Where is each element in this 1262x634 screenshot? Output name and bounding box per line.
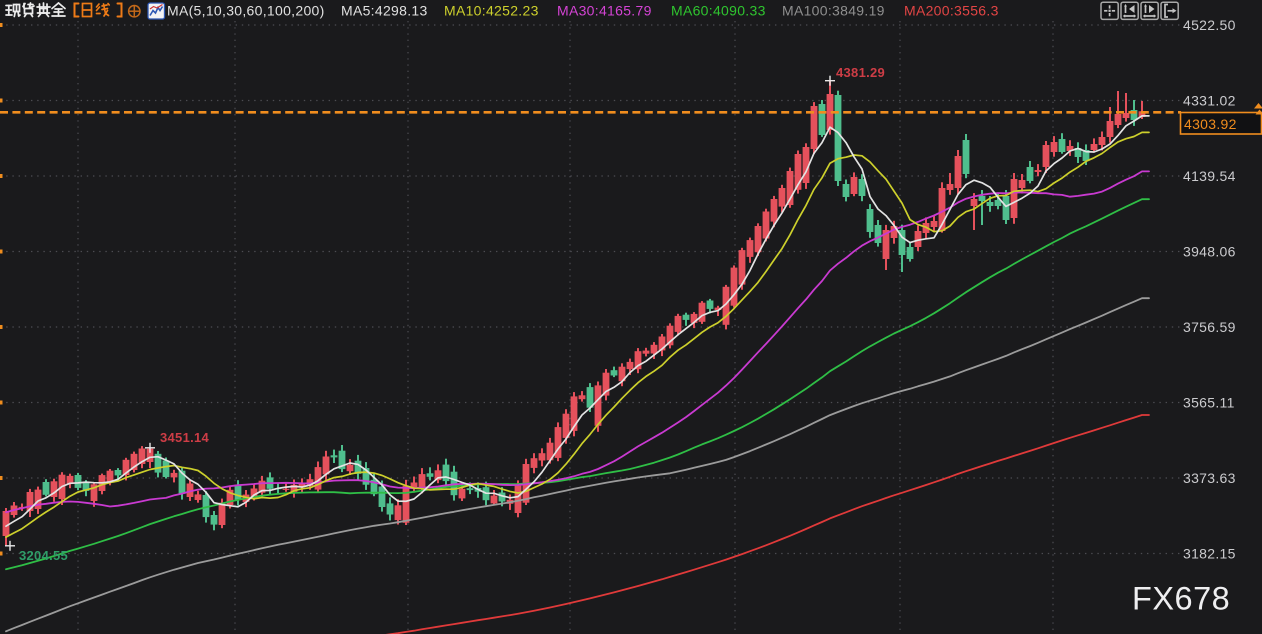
svg-text:3756.59: 3756.59 [1183, 319, 1236, 335]
svg-text:4522.50: 4522.50 [1183, 17, 1236, 33]
svg-text:4139.54: 4139.54 [1183, 168, 1236, 184]
svg-text:FX678: FX678 [1132, 581, 1230, 617]
svg-text:MA10:4252.23: MA10:4252.23 [444, 3, 539, 19]
svg-text:MA5:4298.13: MA5:4298.13 [341, 3, 428, 19]
svg-text:4331.02: 4331.02 [1183, 93, 1236, 109]
svg-text:3373.63: 3373.63 [1183, 470, 1236, 486]
svg-text:3204.55: 3204.55 [19, 548, 68, 563]
svg-text:3451.14: 3451.14 [160, 430, 210, 445]
svg-text:MA60:4090.33: MA60:4090.33 [671, 3, 766, 19]
svg-text:3182.15: 3182.15 [1183, 546, 1236, 562]
svg-text:MA30:4165.79: MA30:4165.79 [557, 3, 652, 19]
svg-text:MA200:3556.3: MA200:3556.3 [904, 3, 999, 19]
svg-text:4381.29: 4381.29 [836, 65, 885, 80]
svg-text:MA(5,10,30,60,100,200): MA(5,10,30,60,100,200) [167, 3, 325, 19]
svg-text:MA100:3849.19: MA100:3849.19 [782, 3, 885, 19]
svg-text:3565.11: 3565.11 [1183, 395, 1235, 411]
svg-text:4303.92: 4303.92 [1184, 116, 1237, 132]
svg-text:3948.06: 3948.06 [1183, 244, 1236, 260]
